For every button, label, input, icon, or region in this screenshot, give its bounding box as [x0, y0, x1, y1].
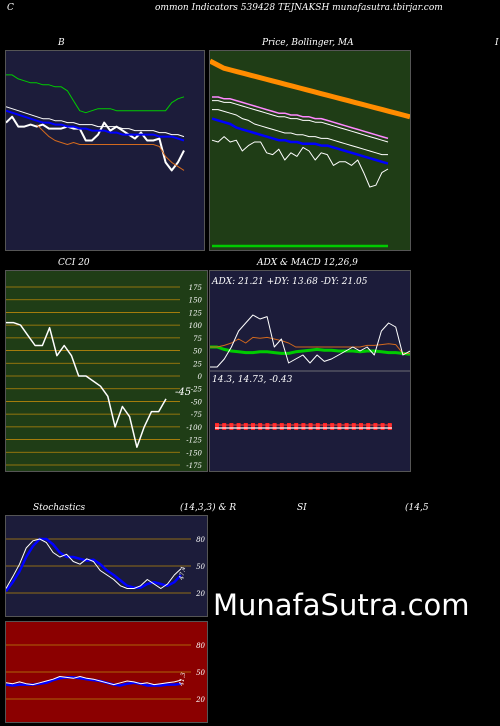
cci-tick-label: -175: [186, 462, 202, 470]
cci-tick-label: -25: [191, 386, 203, 394]
cci-chart: 175 150 125 100 75 50 25 0 -25 -50 -75 -100 -125 -150…: [6, 284, 203, 470]
bollinger-series-0: [6, 74, 185, 114]
macd-histogram-bar: [366, 423, 371, 430]
macd-histogram-bar: [236, 423, 241, 430]
cci-tick-label: -150: [186, 449, 202, 457]
price-right-letter: I: [495, 38, 499, 48]
cci-tick-label: -50: [191, 398, 203, 406]
price-title: Price, Bollinger, MA: [262, 38, 354, 48]
macd-histogram-bar: [301, 423, 306, 430]
macd-histogram-bar: [265, 423, 270, 430]
macd-histogram-bar: [323, 423, 327, 430]
macd-histogram-bar: [258, 423, 263, 430]
macd-histogram-bar: [279, 423, 284, 430]
cci-line: [6, 321, 167, 448]
macd-histogram-bar: [337, 423, 342, 430]
header-left-letter: C: [7, 3, 14, 13]
rsi-chart: 80 50 20 41.3: [5, 642, 206, 704]
price-series-4: [211, 117, 389, 165]
macd-readout: 14.3, 14.73, -0.43: [212, 375, 293, 385]
price-series-3: [212, 109, 388, 156]
cci-tick-label: 0: [198, 373, 203, 381]
stochastics-params: (14,3,3) & R: [180, 503, 237, 513]
macd-histogram-bar: [243, 423, 248, 430]
stochastics-k-line: [5, 538, 182, 589]
bollinger-series-3: [5, 106, 185, 138]
rsi-params: (14,5: [405, 503, 429, 513]
stochastics-d-line: [4, 537, 182, 592]
bollinger-series-4: [36, 124, 185, 171]
cci-tick-label: 150: [189, 297, 203, 305]
adx-series-0: [210, 345, 411, 356]
stochastics-tick-label: 50: [196, 563, 205, 571]
stochastics-tick-label: 80: [196, 536, 205, 544]
rsi-title: SI: [297, 503, 307, 513]
cci-title: CCI 20: [58, 258, 90, 268]
cci-value-label: -45: [175, 387, 192, 398]
stochastics-panel: 80 50 20 47.4: [4, 515, 208, 617]
bollinger-series-1: [5, 115, 185, 172]
price-series-5: [211, 136, 389, 188]
macd-histogram-bar: [373, 423, 378, 430]
macd-histogram-bar: [287, 423, 291, 430]
macd-histogram-bar: [294, 423, 299, 430]
adx-series-2: [210, 314, 411, 368]
macd-histogram-bar: [315, 423, 320, 430]
macd-histogram-bar: [387, 423, 392, 430]
bollinger-series-2: [5, 109, 185, 142]
stochastics-value-label: 47.4: [178, 566, 187, 582]
watermark: MunafaSutra.com: [213, 588, 470, 622]
bollinger-panel: [5, 50, 205, 251]
cci-tick-label: -125: [186, 437, 202, 445]
rsi-tick-label: 80: [196, 642, 205, 650]
macd-histogram-bar: [380, 423, 385, 430]
price-chart: [208, 58, 411, 248]
rsi-value-label: 41.3: [178, 672, 187, 688]
price-series-0: [208, 58, 411, 120]
adx-readout: ADX: 21.21 +DY: 13.68 -DY: 21.05: [212, 277, 368, 287]
cci-tick-label: 25: [192, 360, 202, 368]
macd-histogram-bar: [272, 423, 277, 430]
macd-histogram-bar: [330, 423, 335, 430]
cci-tick-label: 100: [189, 322, 203, 330]
header-title: ommon Indicators 539428 TEJNAKSH munafas…: [155, 3, 443, 13]
price-series-1: [212, 96, 389, 140]
adx-macd-panel: [209, 270, 411, 472]
cci-tick-label: -75: [191, 411, 203, 419]
macd-histogram-bar: [359, 423, 363, 430]
rsi-white-line: [5, 676, 182, 686]
macd-histogram-bar: [229, 423, 234, 430]
stochastics-tick-label: 20: [195, 590, 205, 598]
macd-histogram-bar: [308, 423, 313, 430]
rsi-tick-label: 20: [195, 696, 205, 704]
rsi-tick-label: 50: [196, 669, 205, 677]
stochastics-chart: 80 50 20 47.4: [4, 536, 206, 598]
cci-tick-label: 175: [189, 284, 203, 292]
adx-series-1: [210, 336, 410, 354]
cci-panel: 175 150 125 100 75 50 25 0 -25 -50 -75 -100 -125 -150…: [5, 270, 208, 472]
macd-histogram-bar: [351, 423, 356, 430]
cci-tick-label: 50: [193, 348, 202, 356]
cci-tick-label: 125: [189, 309, 203, 317]
adx-macd-chart: [210, 314, 411, 430]
cci-tick-label: 75: [193, 335, 202, 343]
stochastics-title: Stochastics: [33, 503, 86, 513]
rsi-panel: 80 50 20 41.3: [5, 621, 208, 723]
price-panel: [208, 50, 411, 251]
price-series-2: [212, 100, 389, 143]
macd-histogram-bar: [251, 423, 255, 430]
macd-histogram-bar: [344, 423, 349, 430]
macd-histogram-bar: [215, 423, 219, 430]
adx-title: ADX & MACD 12,26,9: [257, 258, 358, 268]
bollinger-chart: [5, 74, 185, 172]
bollinger-title: B: [58, 38, 65, 48]
cci-tick-label: -100: [186, 424, 202, 432]
macd-histogram-bar: [222, 423, 227, 430]
